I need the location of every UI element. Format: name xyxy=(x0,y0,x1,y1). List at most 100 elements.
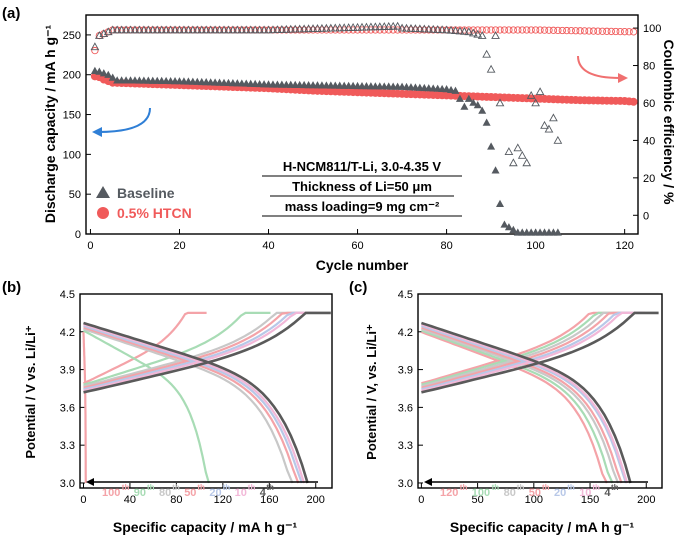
panel-c-y-ticks: 3.0 3.3 3.6 3.9 4.2 4.5 xyxy=(398,289,423,490)
panel-c-label: (c) xyxy=(349,279,367,296)
charge-curve xyxy=(83,311,271,386)
baseline-ce-point xyxy=(90,42,100,51)
panel-c-frame xyxy=(417,293,663,489)
y2-tick-label: 40 xyxy=(643,135,655,147)
baseline-ce-point xyxy=(117,25,126,34)
discharge-curve xyxy=(83,321,309,484)
cycle-label: 80 xyxy=(159,487,171,499)
x-tick-label: 200 xyxy=(637,494,655,506)
baseline-ce-point xyxy=(166,25,175,34)
cycle-label-sup: th xyxy=(248,483,256,492)
panel-c-x-ticks: 0 50 100 150 200 xyxy=(418,483,655,506)
y-tick-label: 150 xyxy=(63,110,81,122)
cycle-label-sup: th xyxy=(592,483,600,492)
panel-a-y-ticks: 0 50 100 150 200 250 xyxy=(63,30,91,241)
baseline-ce-point xyxy=(201,25,211,34)
baseline-ce-point xyxy=(135,25,144,34)
baseline-ce-point xyxy=(139,25,149,34)
baseline-ce-point xyxy=(215,25,224,34)
x-tick-label: 40 xyxy=(124,494,136,506)
y2-tick-label: 20 xyxy=(643,173,655,185)
htcn-ce-point xyxy=(567,27,575,35)
cycle-label: 10 xyxy=(235,487,247,499)
htcn-ce-point xyxy=(514,26,522,34)
baseline-ce-point xyxy=(553,135,563,144)
baseline-ce-point xyxy=(219,25,229,34)
htcn-ce-point xyxy=(509,26,518,34)
baseline-ce-point xyxy=(428,24,438,33)
panel-a-xlabel: Cycle number xyxy=(316,257,409,273)
baseline-ce-point xyxy=(210,25,220,34)
htcn-ce-point xyxy=(518,26,526,34)
baseline-ce-point xyxy=(393,21,402,30)
htcn-ce-point xyxy=(585,27,593,35)
red-arrow-icon xyxy=(577,55,628,83)
htcn-ce-point xyxy=(545,26,553,34)
baseline-ce-point xyxy=(495,98,505,107)
legend: Baseline 0.5% HTCN xyxy=(96,185,192,221)
htcn-ce-point xyxy=(91,46,99,55)
cycle-arrowhead-icon xyxy=(86,478,94,486)
cycle-label-sup: th xyxy=(122,483,130,492)
baseline-ce-point xyxy=(206,25,216,34)
baseline-capacity-point xyxy=(553,228,562,236)
x-tick-label: 80 xyxy=(440,240,452,252)
htcn-ce-point xyxy=(523,26,531,34)
x-tick-label: 20 xyxy=(173,240,185,252)
baseline-ce-point xyxy=(126,25,135,34)
x-tick-label: 120 xyxy=(615,240,633,252)
panel-c-curves xyxy=(420,311,659,484)
y-tick-label: 3.9 xyxy=(398,365,413,377)
baseline-ce-point xyxy=(482,49,492,58)
baseline-ce-point xyxy=(299,24,309,33)
htcn-ce-point xyxy=(389,26,397,34)
baseline-ce-point xyxy=(375,22,385,31)
baseline-ce-point xyxy=(295,24,305,33)
baseline-ce-point xyxy=(508,158,518,167)
cycle-label: 90 xyxy=(134,487,146,499)
baseline-capacity-point xyxy=(104,70,113,78)
x-tick-label: 50 xyxy=(471,494,483,506)
htcn-ce-point xyxy=(296,26,304,34)
baseline-capacity-point xyxy=(500,220,509,228)
y-tick-label: 250 xyxy=(63,30,81,42)
discharge-curve xyxy=(83,324,303,484)
annotation-line-2: Thickness of Li=50 μm xyxy=(292,179,432,194)
cycle-label-sup: th xyxy=(611,483,619,492)
baseline-ce-point xyxy=(143,25,153,34)
y-tick-label: 3.6 xyxy=(60,402,75,414)
baseline-ce-point xyxy=(170,25,180,34)
baseline-ce-point xyxy=(526,90,536,99)
x-tick-label: 60 xyxy=(351,240,363,252)
htcn-ce-point xyxy=(563,26,571,35)
baseline-ce-point xyxy=(446,25,456,34)
baseline-ce-point xyxy=(335,23,345,32)
x-tick-label: 160 xyxy=(260,494,278,506)
panel-b-label: (b) xyxy=(2,279,21,296)
baseline-capacity-point xyxy=(496,199,504,207)
y2-tick-label: 60 xyxy=(643,98,655,110)
htcn-ce-point xyxy=(616,27,624,36)
panel-b-y-ticks: 3.0 3.3 3.6 3.9 4.2 4.5 xyxy=(60,289,85,490)
baseline-ce-point xyxy=(517,150,527,159)
y-tick-label: 4.2 xyxy=(398,327,413,339)
baseline-ce-point xyxy=(437,25,447,34)
panel-b-ylabel: Potential / V vs. Li/Li⁺ xyxy=(23,325,38,458)
htcn-ce-point xyxy=(603,27,611,35)
blue-arrow-icon xyxy=(92,107,151,137)
x-tick-label: 150 xyxy=(581,494,599,506)
baseline-ce-point xyxy=(161,25,171,34)
baseline-ce-point xyxy=(464,27,474,36)
cycle-label-sup: th xyxy=(542,483,550,492)
charge-curve xyxy=(83,311,207,385)
baseline-ce-point xyxy=(442,25,451,34)
baseline-ce-point xyxy=(366,22,376,31)
htcn-ce-point xyxy=(420,26,428,34)
htcn-ce-point xyxy=(425,26,433,34)
y-tick-label: 100 xyxy=(63,149,81,161)
htcn-ce-point xyxy=(505,26,513,34)
x-tick-label: 120 xyxy=(214,494,232,506)
baseline-ce-point xyxy=(419,24,429,33)
baseline-ce-point xyxy=(188,25,198,34)
discharge-curve xyxy=(420,321,632,484)
